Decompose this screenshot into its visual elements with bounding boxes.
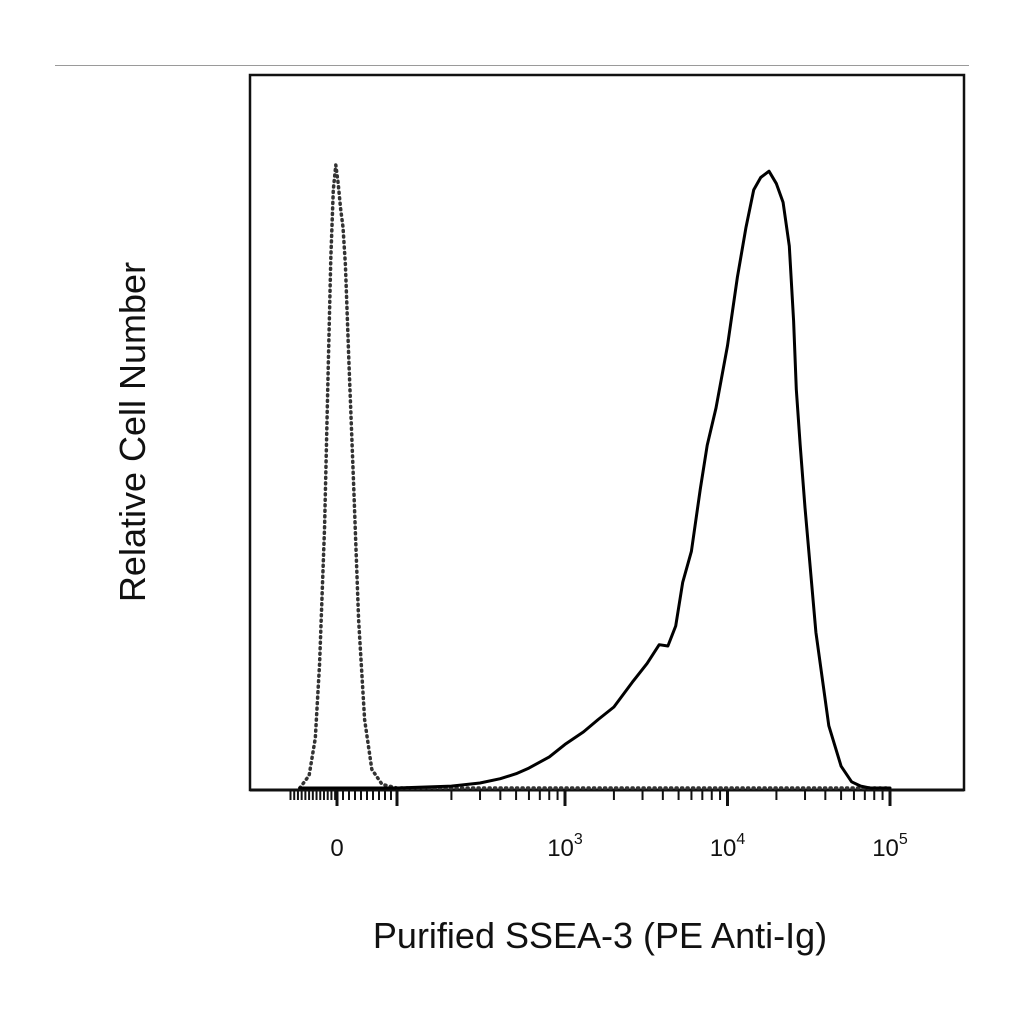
x-tick-labels: 0 103 104 105 <box>330 831 908 862</box>
x-tick-label: 104 <box>710 831 746 862</box>
series-layer <box>298 163 892 790</box>
y-axis-title: Relative Cell Number <box>112 262 153 602</box>
x-axis-title: Purified SSEA-3 (PE Anti-Ig) <box>373 915 827 956</box>
control-histogram-line <box>298 163 892 790</box>
plot-frame <box>248 73 966 792</box>
stained-histogram-line <box>298 169 892 790</box>
x-tick-label: 105 <box>872 831 908 862</box>
x-tick-label: 0 <box>330 835 343 862</box>
x-major-ticks <box>335 790 892 806</box>
x-tick-label: 103 <box>547 831 583 862</box>
top-divider <box>55 65 969 66</box>
